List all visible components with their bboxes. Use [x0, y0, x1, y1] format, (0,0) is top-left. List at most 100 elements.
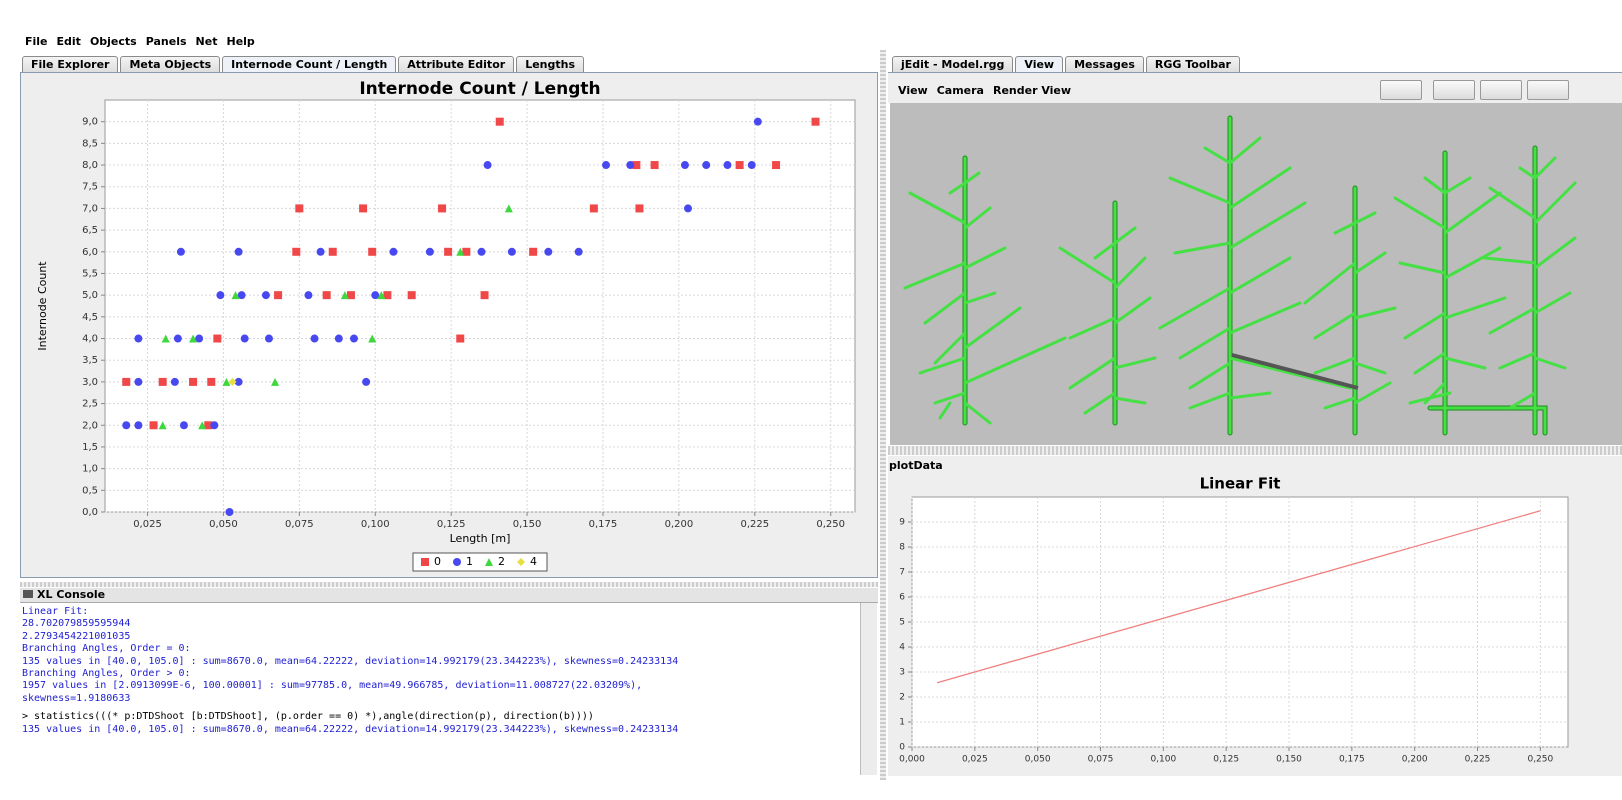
- tab[interactable]: View: [1015, 56, 1063, 73]
- tab[interactable]: RGG Toolbar: [1146, 56, 1240, 73]
- console-line: 28.702079859595944: [22, 618, 860, 630]
- y-tick-label: 3,0: [82, 377, 98, 388]
- y-axis-label: Internode Count: [36, 261, 49, 351]
- point: [529, 248, 537, 256]
- x-tick-label: 0,000: [899, 755, 925, 765]
- tab[interactable]: Messages: [1065, 56, 1144, 73]
- chart-title: Internode Count / Length: [359, 79, 600, 99]
- x-tick-label: 0,200: [665, 519, 694, 530]
- menu-item[interactable]: Help: [226, 35, 254, 48]
- point: [323, 291, 331, 299]
- rotate-button[interactable]: [1480, 80, 1522, 100]
- point: [292, 248, 300, 256]
- point: [362, 378, 370, 386]
- point: [213, 335, 221, 343]
- point: [311, 335, 319, 343]
- point: [189, 378, 197, 386]
- page: {"menu": ["File", "Edit", "Objects", "Pa…: [0, 0, 1622, 800]
- splitter: [888, 446, 1622, 455]
- y-tick-label: 0,0: [82, 507, 98, 518]
- point: [262, 291, 270, 299]
- point: [812, 118, 820, 126]
- tab[interactable]: Meta Objects: [120, 56, 220, 73]
- menu-item[interactable]: Panels: [146, 35, 187, 48]
- x-tick-label: 0,225: [1465, 755, 1491, 765]
- point: [134, 378, 142, 386]
- point: [478, 248, 486, 256]
- y-tick-label: 8,0: [82, 160, 98, 171]
- tab[interactable]: jEdit - Model.rgg: [892, 56, 1013, 73]
- console-title-bar: XL Console: [20, 588, 878, 603]
- point: [754, 118, 762, 126]
- console-line: 2.2793454221001035: [22, 631, 860, 643]
- point: [444, 248, 452, 256]
- zoom-button[interactable]: [1527, 80, 1569, 100]
- y-tick-label: 6,0: [82, 247, 98, 258]
- menu-item[interactable]: Render View: [993, 84, 1071, 97]
- x-tick-label: 0,100: [1150, 755, 1176, 765]
- point: [408, 291, 416, 299]
- point: [736, 161, 744, 169]
- point: [544, 248, 552, 256]
- x-tick-label: 0,025: [962, 755, 988, 765]
- point: [723, 161, 731, 169]
- y-tick-label: 6,5: [82, 225, 98, 236]
- splitter: [20, 582, 878, 587]
- menu-item[interactable]: Camera: [937, 84, 984, 97]
- console-icon: [23, 590, 33, 598]
- console-line: Linear Fit:: [22, 606, 860, 618]
- y-tick-label: 8: [899, 543, 905, 553]
- splitter: [880, 50, 886, 780]
- point: [484, 161, 492, 169]
- point: [122, 421, 130, 429]
- view-toolbar: View Camera Render View: [888, 72, 1622, 103]
- tab[interactable]: File Explorer: [22, 56, 118, 73]
- menu-item[interactable]: File: [25, 35, 48, 48]
- point: [210, 421, 218, 429]
- menu-item[interactable]: View: [898, 84, 928, 97]
- scrollbar[interactable]: [860, 603, 877, 775]
- tab[interactable]: Attribute Editor: [398, 56, 514, 73]
- move-button[interactable]: [1433, 80, 1475, 100]
- pan-button[interactable]: [1380, 80, 1422, 100]
- x-tick-label: 0,050: [209, 519, 238, 530]
- x-tick-label: 0,125: [437, 519, 466, 530]
- point: [575, 248, 583, 256]
- point: [241, 335, 249, 343]
- point: [368, 248, 376, 256]
- point: [389, 248, 397, 256]
- y-tick-label: 3,5: [82, 355, 98, 366]
- point: [359, 204, 367, 212]
- view-menu: View Camera Render View: [898, 84, 1080, 97]
- point: [350, 335, 358, 343]
- point: [216, 291, 224, 299]
- point: [602, 161, 610, 169]
- menu-item[interactable]: Edit: [57, 35, 81, 48]
- point: [651, 161, 659, 169]
- tab[interactable]: Lengths: [516, 56, 584, 73]
- menu-item[interactable]: Net: [196, 35, 218, 48]
- menu-item[interactable]: Objects: [90, 35, 137, 48]
- x-tick-label: 0,100: [361, 519, 390, 530]
- y-tick-label: 7,0: [82, 203, 98, 214]
- point: [317, 248, 325, 256]
- legend-marker: [421, 558, 429, 566]
- point: [508, 248, 516, 256]
- x-tick-label: 0,125: [1213, 755, 1239, 765]
- console-result: 135 values in [40.0, 105.0] : sum=8670.0…: [20, 724, 860, 736]
- y-tick-label: 3: [899, 668, 905, 678]
- point: [426, 248, 434, 256]
- y-tick-label: 7,5: [82, 182, 98, 193]
- point: [177, 248, 185, 256]
- console-line: 1957 values in [2.0913099E-6, 100.00001]…: [22, 680, 860, 692]
- point: [335, 335, 343, 343]
- console-line: 135 values in [40.0, 105.0] : sum=8670.0…: [22, 656, 860, 668]
- tab[interactable]: Internode Count / Length: [222, 56, 396, 73]
- y-tick-label: 1: [899, 718, 905, 728]
- point: [590, 204, 598, 212]
- y-tick-label: 8,5: [82, 138, 98, 149]
- plot-panel-label: plotData: [889, 459, 943, 472]
- x-tick-label: 0,200: [1402, 755, 1428, 765]
- point: [438, 204, 446, 212]
